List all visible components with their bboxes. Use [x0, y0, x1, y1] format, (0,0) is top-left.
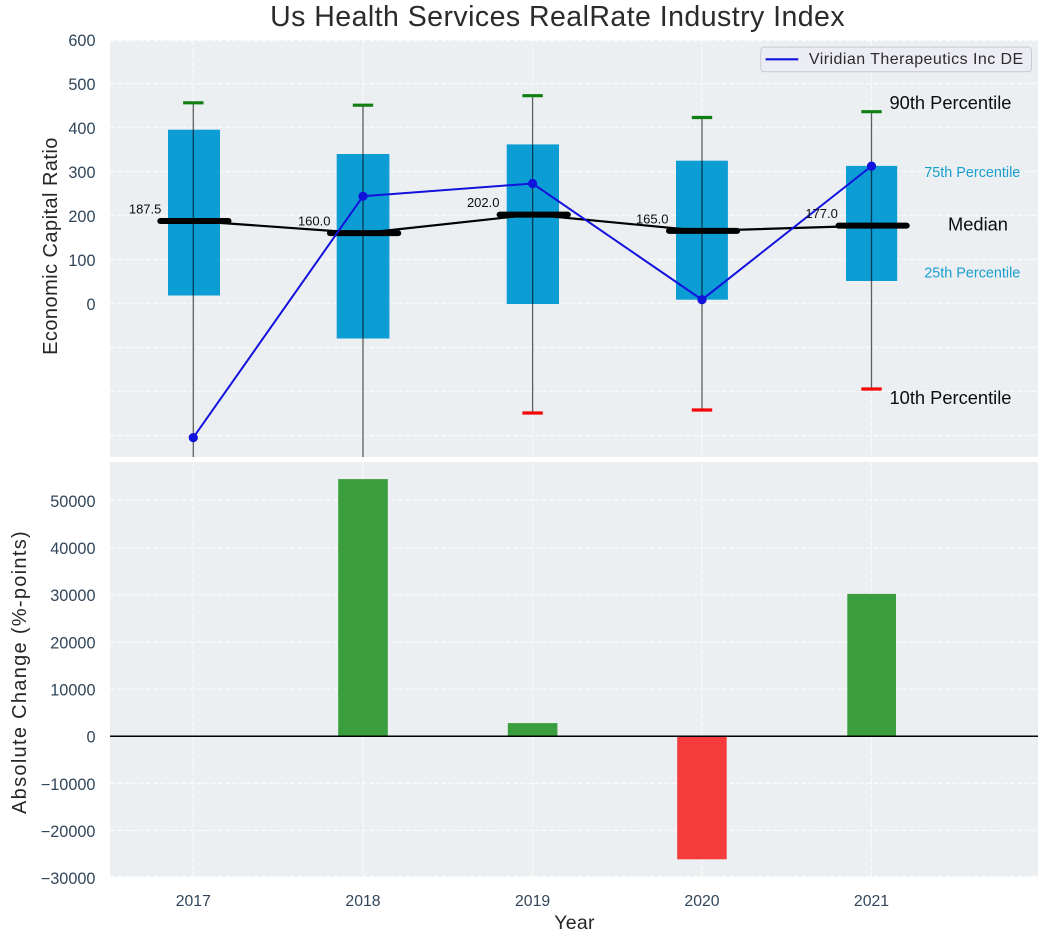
svg-text:10th Percentile: 10th Percentile [890, 387, 1012, 408]
svg-text:2020: 2020 [684, 893, 719, 910]
svg-text:200: 200 [68, 208, 95, 226]
svg-text:75th Percentile: 75th Percentile [924, 165, 1020, 181]
svg-text:300: 300 [68, 164, 95, 182]
svg-text:2018: 2018 [345, 893, 380, 910]
svg-text:−30000: −30000 [41, 870, 96, 888]
svg-text:600: 600 [68, 32, 95, 50]
svg-text:25th Percentile: 25th Percentile [924, 265, 1020, 281]
svg-text:2019: 2019 [515, 893, 550, 910]
svg-text:100: 100 [68, 252, 95, 270]
svg-text:Economic Capital Ratio: Economic Capital Ratio [40, 137, 62, 355]
svg-text:0: 0 [86, 729, 95, 747]
svg-text:165.0: 165.0 [636, 211, 669, 226]
svg-text:187.5: 187.5 [129, 201, 162, 216]
svg-text:Viridian Therapeutics Inc DE: Viridian Therapeutics Inc DE [809, 51, 1024, 68]
svg-text:40000: 40000 [50, 540, 95, 558]
svg-text:2021: 2021 [854, 893, 889, 910]
svg-text:Median: Median [948, 213, 1008, 234]
svg-text:177.0: 177.0 [805, 206, 838, 221]
svg-text:90th Percentile: 90th Percentile [890, 92, 1012, 113]
svg-text:10000: 10000 [50, 681, 95, 699]
svg-text:160.0: 160.0 [298, 214, 331, 229]
svg-text:2017: 2017 [176, 893, 211, 910]
svg-text:202.0: 202.0 [467, 195, 500, 210]
svg-text:30000: 30000 [50, 587, 95, 605]
svg-text:−20000: −20000 [41, 823, 96, 841]
svg-text:Absolute Change (%-points): Absolute Change (%-points) [9, 530, 31, 814]
svg-text:Year: Year [554, 912, 595, 934]
svg-text:−10000: −10000 [41, 776, 96, 794]
svg-text:20000: 20000 [50, 634, 95, 652]
svg-text:500: 500 [68, 76, 95, 94]
svg-text:50000: 50000 [50, 493, 95, 511]
svg-text:0: 0 [86, 296, 95, 314]
svg-text:400: 400 [68, 120, 95, 138]
svg-text:Us Health Services RealRate In: Us Health Services RealRate Industry Ind… [270, 1, 845, 33]
